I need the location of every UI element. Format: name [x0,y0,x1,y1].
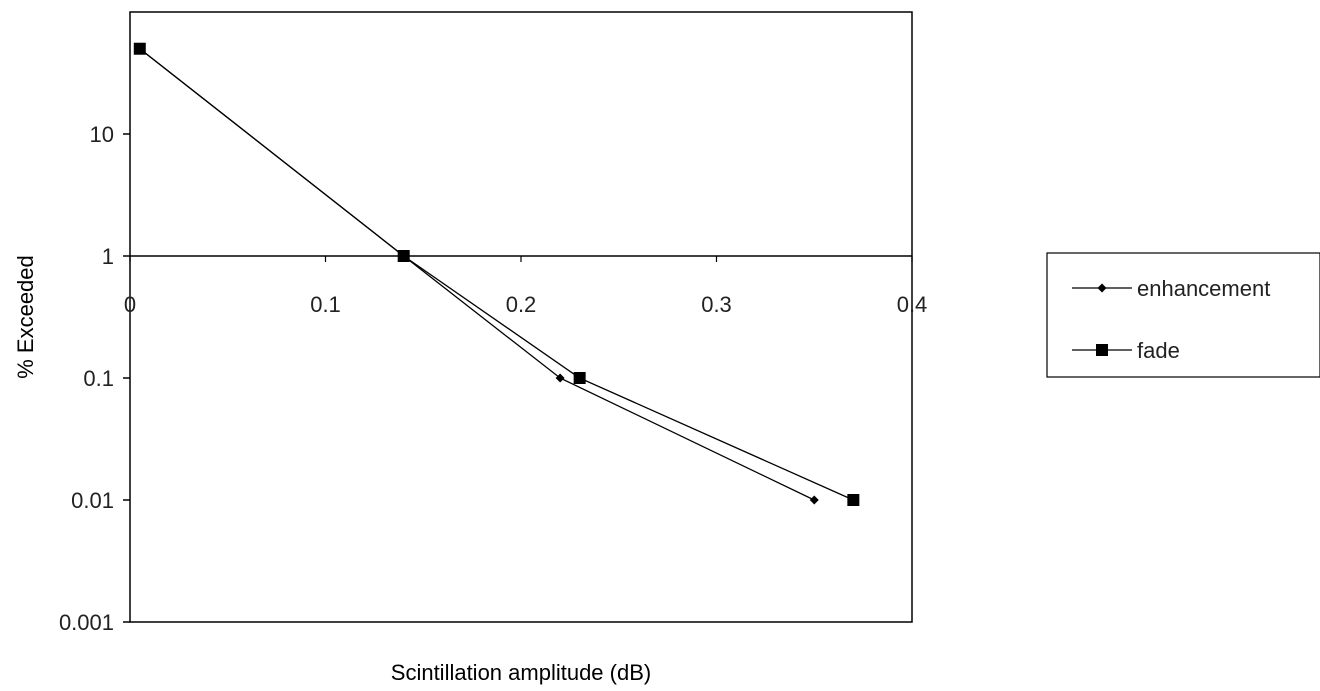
y-tick-label: 0.01 [71,488,114,513]
y-tick-label: 0.1 [83,366,114,391]
data-point [573,372,586,384]
x-tick-label: 0.2 [506,292,537,317]
x-tick-label: 0 [124,292,136,317]
x-tick-label: 0.1 [310,292,341,317]
y-tick-label: 1 [102,244,114,269]
y-axis-ticks: 0.001 0.01 0.1 1 10 [59,122,130,635]
x-tick-label: 0.4 [897,292,928,317]
legend-label: fade [1137,338,1180,363]
data-point [555,373,565,383]
legend-box [1046,252,1320,378]
x-axis-ticks: 0 0.1 0.2 0.3 0.4 [124,256,927,317]
data-point [397,250,410,262]
legend: enhancement fade [1046,252,1320,378]
series-layer [133,42,860,506]
plot-area [129,11,913,623]
legend-entry: fade [1072,338,1180,363]
legend-swatch-marker [1097,283,1107,293]
series-fade [133,42,860,506]
y-tick-label: 0.001 [59,610,114,635]
series-line [139,48,854,501]
legend-entry: enhancement [1072,276,1270,301]
legend-items: enhancement fade [1072,276,1270,363]
data-point [809,495,819,505]
data-point [133,42,146,55]
y-tick-label: 10 [90,122,114,147]
legend-swatch-marker [1096,344,1108,356]
legend-label: enhancement [1137,276,1270,301]
data-point [847,494,860,506]
x-tick-label: 0.3 [701,292,732,317]
x-axis-title: Scintillation amplitude (dB) [391,660,651,685]
y-axis-title: % Exceeded [13,255,38,379]
